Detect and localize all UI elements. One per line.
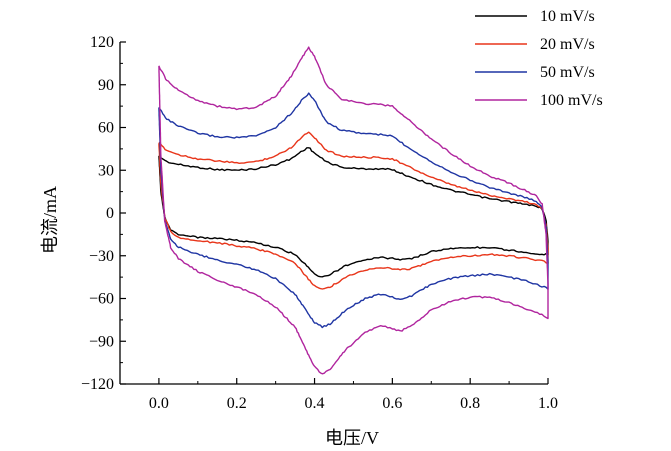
y-tick-label: −90 — [89, 333, 114, 350]
y-tick-label: 120 — [90, 34, 114, 51]
cv-curve-100-mV-s — [158, 46, 549, 375]
x-tick-label: 0.0 — [149, 395, 169, 412]
x-tick-label: 0.4 — [305, 395, 325, 412]
y-tick-label: −30 — [89, 248, 114, 265]
x-tick-label: 1.0 — [538, 395, 558, 412]
x-axis: 0.0 0.2 0.4 0.6 0.8 1.0 — [119, 378, 558, 412]
plot-area — [158, 46, 549, 375]
y-tick-label: 30 — [98, 162, 114, 179]
cv-curve-path — [158, 92, 549, 329]
y-tick-label: 0 — [106, 205, 114, 222]
x-tick-label: 0.2 — [227, 395, 247, 412]
cv-curve-10-mV-s — [158, 147, 549, 278]
legend-label: 50 mV/s — [540, 64, 595, 81]
legend: 10 mV/s 20 mV/s 50 mV/s 100 mV/s — [475, 8, 603, 109]
y-axis: −120 −90 −60 −30 0 30 60 90 120 — [81, 34, 126, 393]
y-axis-label: 电流/mA — [40, 186, 60, 254]
y-tick-label: 60 — [98, 120, 114, 137]
x-tick-label: 0.6 — [382, 395, 402, 412]
legend-label: 20 mV/s — [540, 36, 595, 53]
cv-curve-20-mV-s — [158, 131, 549, 290]
y-tick-label: −60 — [89, 291, 114, 308]
cv-curve-path — [158, 131, 549, 290]
y-tick-label: −120 — [81, 376, 114, 393]
cv-curve-path — [158, 147, 549, 278]
legend-label: 10 mV/s — [540, 8, 595, 25]
cv-curve-50-mV-s — [158, 92, 549, 329]
legend-label: 100 mV/s — [540, 92, 603, 109]
cv-curve-path — [158, 46, 549, 375]
y-tick-label: 90 — [98, 77, 114, 94]
x-axis-label: 电压/V — [325, 428, 379, 448]
x-tick-label: 0.8 — [460, 395, 480, 412]
